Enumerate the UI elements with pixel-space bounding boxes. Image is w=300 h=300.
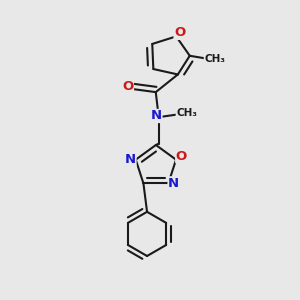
Text: CH₃: CH₃	[176, 108, 197, 118]
Text: N: N	[125, 153, 136, 166]
Text: O: O	[122, 80, 134, 93]
Text: N: N	[168, 177, 179, 190]
Text: O: O	[176, 150, 187, 163]
Text: O: O	[174, 26, 185, 39]
Text: N: N	[151, 110, 162, 122]
Text: CH₃: CH₃	[204, 54, 225, 64]
